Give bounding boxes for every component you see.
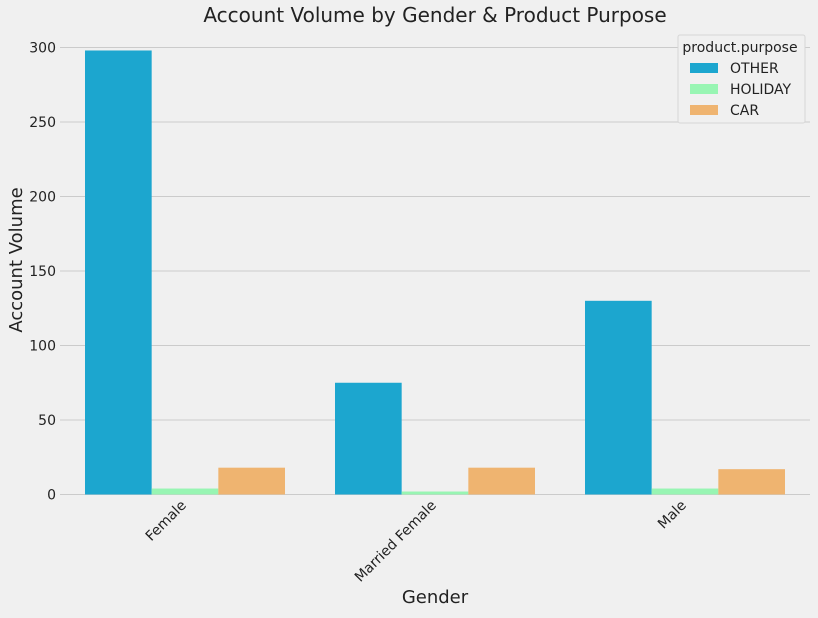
y-tick-label: 300 <box>29 41 56 57</box>
bar-car-female <box>218 467 285 495</box>
legend-label-car: CAR <box>730 103 759 119</box>
y-tick-label: 150 <box>29 264 56 280</box>
y-tick-label: 0 <box>47 488 56 504</box>
bar-other-female <box>85 50 152 495</box>
legend: product.purpose OTHER HOLIDAY CAR <box>677 34 806 124</box>
legend-items: OTHER HOLIDAY CAR <box>690 61 792 119</box>
y-axis-ticks: 0 50 100 150 200 250 300 <box>29 41 56 504</box>
x-axis-label: Gender <box>402 587 469 608</box>
bar-car-married-female <box>468 467 535 495</box>
x-tick-label: Male <box>655 498 690 533</box>
legend-swatch-holiday <box>690 84 718 94</box>
x-axis-ticks: Female Married Female Male <box>143 498 690 586</box>
y-tick-label: 200 <box>29 190 56 206</box>
legend-title: product.purpose <box>682 40 797 56</box>
legend-swatch-car <box>690 105 718 115</box>
legend-swatch-other <box>690 63 718 73</box>
bars <box>85 50 785 495</box>
bar-holiday-married-female <box>401 491 469 495</box>
y-axis-label: Account Volume <box>6 187 27 332</box>
bar-car-male <box>718 469 785 495</box>
legend-frame <box>677 34 806 124</box>
y-tick-label: 100 <box>29 339 56 355</box>
bar-holiday-male <box>651 488 719 495</box>
gridlines <box>60 47 810 495</box>
y-tick-label: 50 <box>38 413 56 429</box>
bar-other-married-female <box>335 382 402 495</box>
x-tick-label: Female <box>143 498 190 545</box>
legend-label-holiday: HOLIDAY <box>730 82 792 98</box>
chart-title: Account Volume by Gender & Product Purpo… <box>203 3 666 27</box>
bar-holiday-female <box>151 488 219 495</box>
legend-label-other: OTHER <box>730 61 779 77</box>
y-tick-label: 250 <box>29 115 56 131</box>
x-tick-label: Married Female <box>352 498 440 586</box>
bar-other-male <box>585 300 652 495</box>
